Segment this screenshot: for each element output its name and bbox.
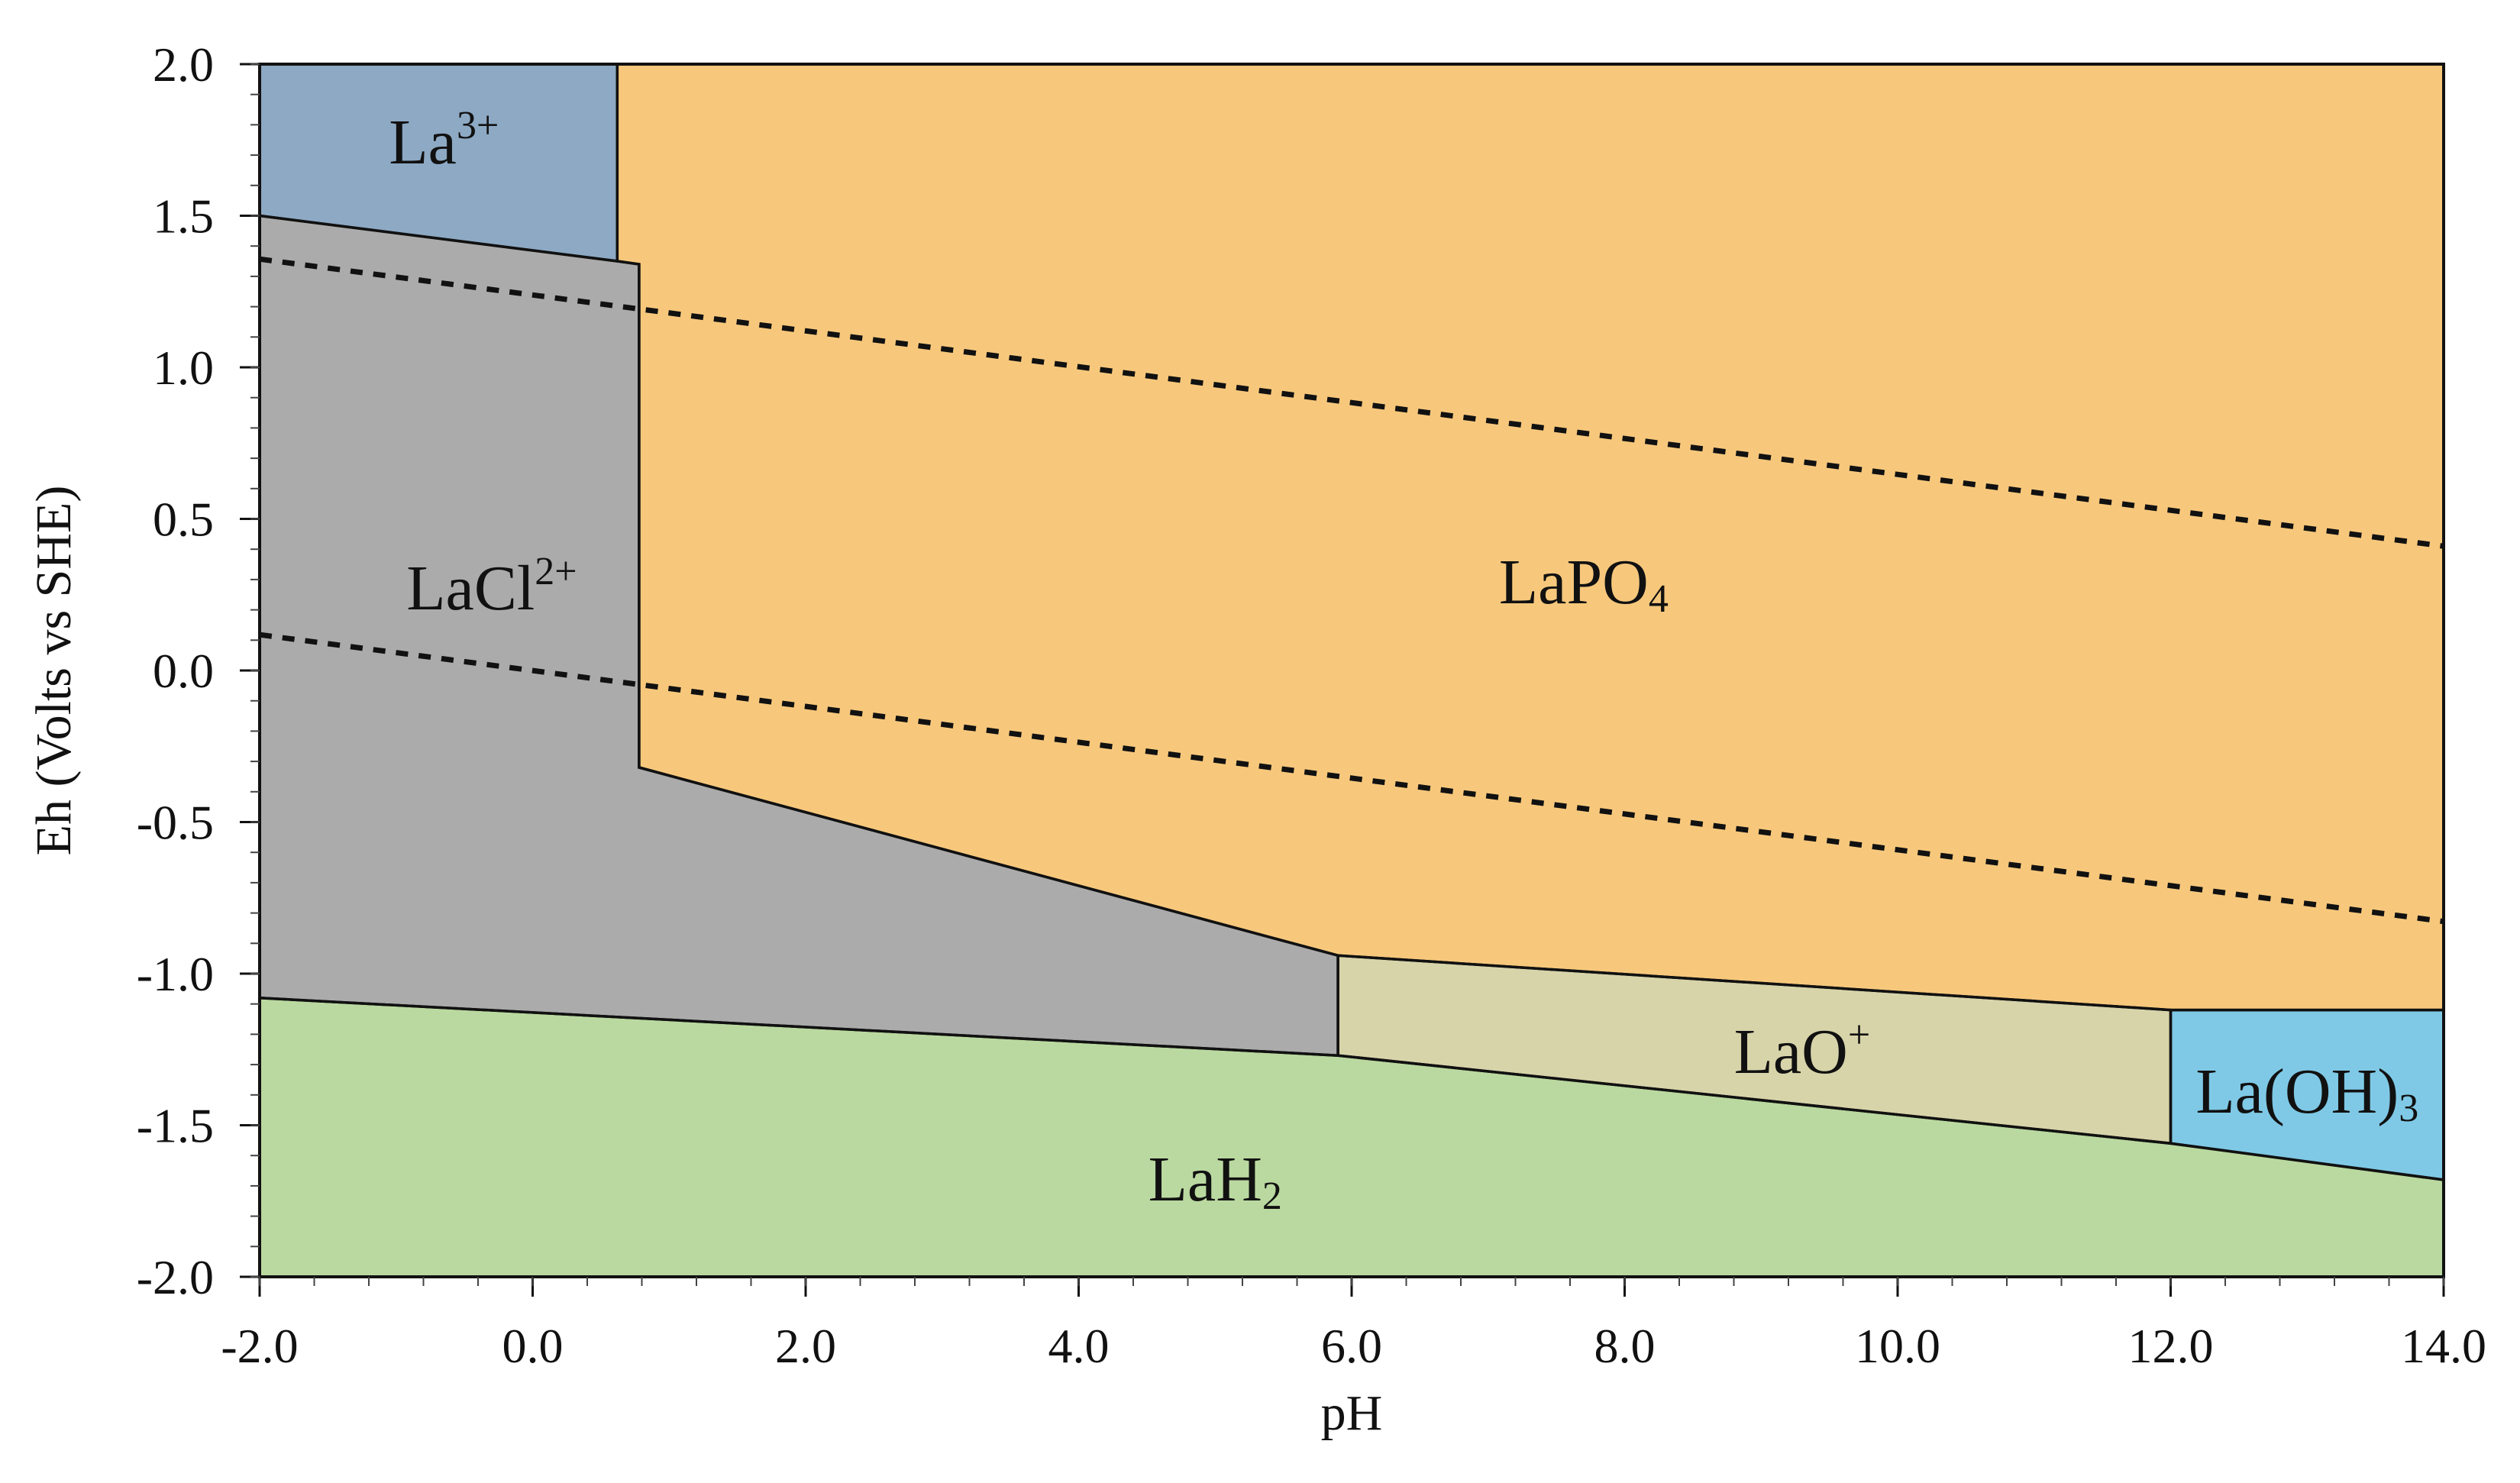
x-axis-title: pH [1321, 1385, 1383, 1441]
region-lapo4 [617, 64, 2444, 1010]
x-tick-label: 4.0 [1048, 1319, 1110, 1373]
x-tick-label: -2.0 [221, 1319, 298, 1373]
water-stability-lines [259, 256, 2444, 925]
region-lah2 [260, 997, 2444, 1277]
region-label-lah2: LaH2 [1149, 1144, 1282, 1218]
x-tick-label: 6.0 [1321, 1319, 1382, 1373]
region-label-lacl2: LaCl2+ [406, 550, 577, 624]
axis-ticks [240, 63, 2445, 1297]
region-label-lapo4: LaPO4 [1499, 547, 1669, 621]
region-la3 [260, 64, 618, 261]
region-label-lao: LaO+ [1734, 1013, 1871, 1087]
region-lao [1338, 955, 2171, 1144]
stability-regions [260, 64, 2444, 1277]
x-tick-label: 14.0 [2401, 1319, 2486, 1373]
y-tick-label: 2.0 [153, 37, 214, 92]
y-tick-label: 1.5 [153, 189, 214, 244]
region-la-oh-3 [2170, 1010, 2444, 1180]
water-upper-line [259, 256, 2444, 549]
x-tick-label: 2.0 [775, 1319, 836, 1373]
y-tick-label: 1.0 [153, 341, 214, 395]
x-tick-label: 0.0 [502, 1319, 564, 1373]
water-lower-line [259, 632, 2444, 925]
y-axis-title: Eh (Volts vs SHE) [26, 486, 82, 856]
region-lacl2 [260, 215, 1339, 1056]
x-tick-label: 8.0 [1594, 1319, 1656, 1373]
x-tick-label: 12.0 [2128, 1319, 2214, 1373]
x-tick-label: 10.0 [1855, 1319, 1940, 1373]
y-tick-label: -1.0 [137, 947, 214, 1001]
y-tick-label: -1.5 [137, 1099, 214, 1153]
region-label-la-oh-3: La(OH)3 [2195, 1056, 2418, 1130]
y-tick-label: 0.5 [153, 493, 214, 547]
y-tick-label: 0.0 [153, 644, 214, 698]
region-labels: La3+ LaCl2+ LaPO4 LaO+ La(OH)3 LaH2 [389, 104, 2418, 1218]
region-label-la3: La3+ [389, 104, 499, 178]
y-tick-label: -0.5 [137, 796, 214, 850]
axis-tick-labels: -2.0 0.0 2.0 4.0 6.0 8.0 10.0 12.0 14.0 2.0 1.5 1.0… [137, 37, 2486, 1373]
y-tick-label: -2.0 [137, 1250, 214, 1304]
